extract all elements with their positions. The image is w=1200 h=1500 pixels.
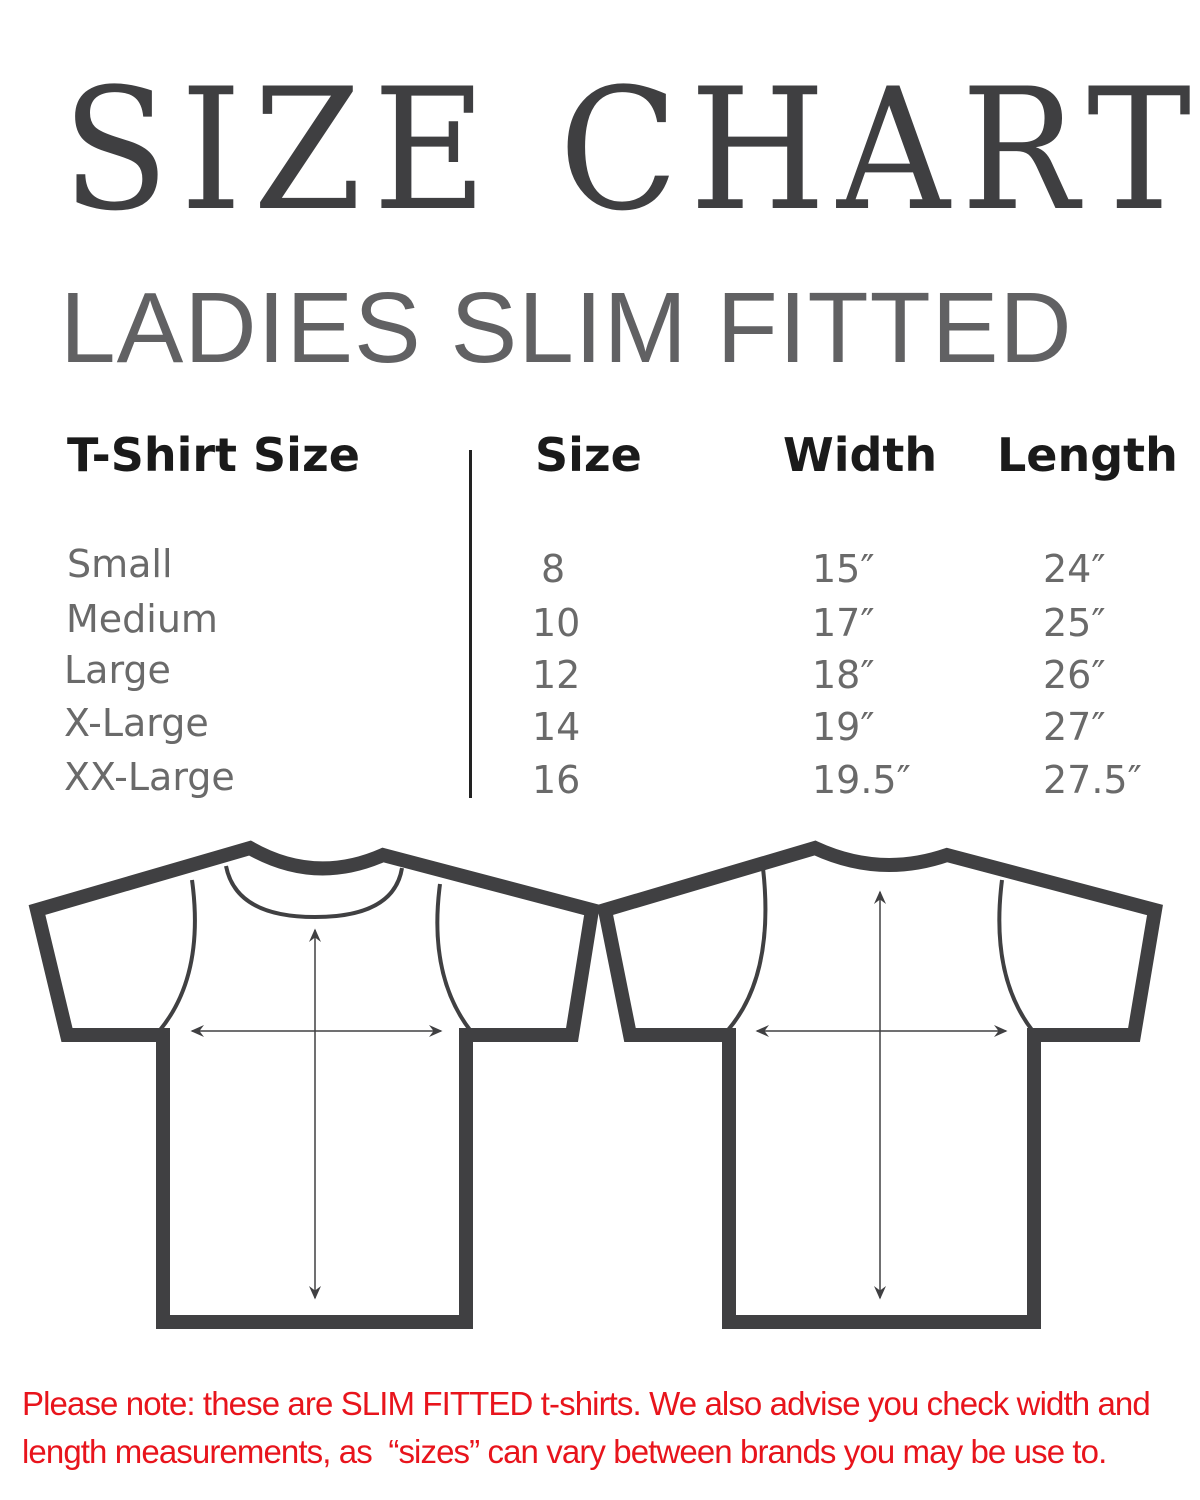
page-title: SIZE CHART [62,52,1200,248]
tshirt-front-icon [28,840,600,1329]
row-width: 19″ [812,705,875,749]
row-size: 14 [532,705,581,749]
row-length: 24″ [1043,547,1106,591]
row-width: 19.5″ [812,758,911,802]
page-subtitle: LADIES SLIM FITTED [60,272,1073,384]
row-name: Large [64,648,171,692]
fit-note-line-1: Please note: these are SLIM FITTED t-shi… [22,1385,1151,1422]
row-name: X-Large [64,701,209,745]
header-size: Size [535,428,642,482]
row-size: 8 [541,547,566,591]
row-length: 27″ [1043,705,1106,749]
row-width: 17″ [812,601,875,645]
tshirt-back-icon [596,840,1163,1329]
row-width: 15″ [812,547,875,591]
row-length: 25″ [1043,601,1106,645]
row-length: 27.5″ [1043,758,1142,802]
row-length: 26″ [1043,653,1106,697]
fit-note-line-2: length measurements, as “sizes” can vary… [22,1433,1107,1470]
row-name: Medium [66,597,218,641]
row-name: XX-Large [64,755,235,799]
row-width: 18″ [812,653,875,697]
row-size: 10 [532,601,581,645]
row-name: Small [67,542,173,586]
header-width: Width [783,428,938,482]
row-size: 16 [532,758,581,802]
fit-note: Please note: these are SLIM FITTED t-shi… [22,1380,1151,1476]
header-tshirt-size: T-Shirt Size [67,428,360,482]
row-size: 12 [532,653,581,697]
header-length: Length [997,428,1178,482]
column-divider [469,450,472,798]
